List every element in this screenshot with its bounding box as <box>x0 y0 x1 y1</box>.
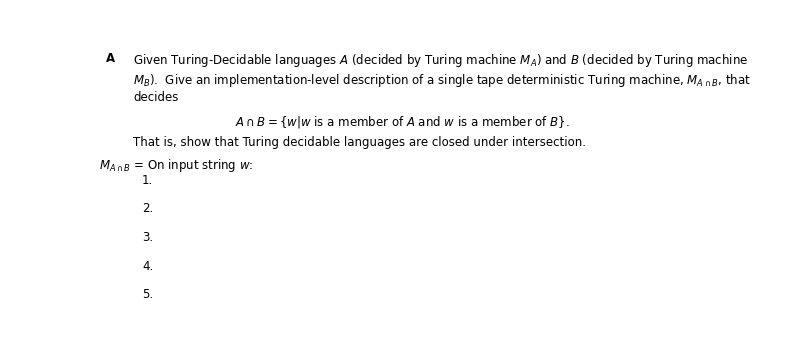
Text: 1.: 1. <box>142 174 153 187</box>
Text: 5.: 5. <box>142 288 153 301</box>
Text: Given Turing-Decidable languages $A$ (decided by Turing machine $M_A$) and $B$ (: Given Turing-Decidable languages $A$ (de… <box>133 52 748 69</box>
Text: That is, show that Turing decidable languages are closed under intersection.: That is, show that Turing decidable lang… <box>133 136 586 149</box>
Text: $M_{A\cap B}$ = On input string $w$:: $M_{A\cap B}$ = On input string $w$: <box>99 157 253 174</box>
Text: $M_B$).  Give an implementation-level description of a single tape deterministic: $M_B$). Give an implementation-level des… <box>133 72 751 88</box>
Text: 3.: 3. <box>142 231 153 244</box>
Text: A: A <box>106 52 116 65</box>
Text: $A\cap B = \{w|w$ is a member of $A$ and $w$ is a member of $B\}.$: $A\cap B = \{w|w$ is a member of $A$ and… <box>236 114 570 130</box>
Text: 2.: 2. <box>142 202 153 215</box>
Text: decides: decides <box>133 91 178 104</box>
Text: 4.: 4. <box>142 259 153 273</box>
